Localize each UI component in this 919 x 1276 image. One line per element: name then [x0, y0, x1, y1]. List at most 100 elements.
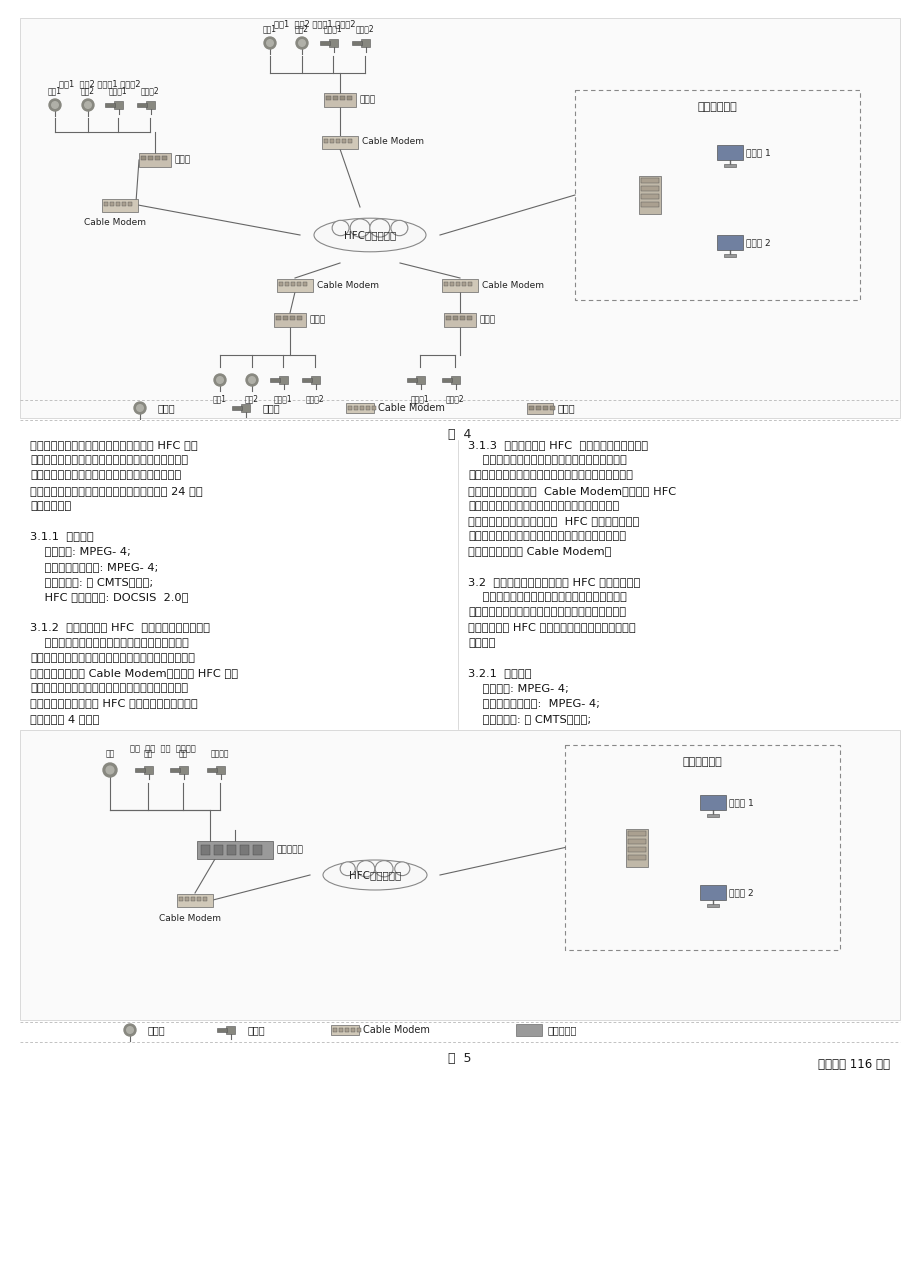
- Bar: [641, 186, 658, 191]
- Text: 3.1.1  网络环境: 3.1.1 网络环境: [30, 531, 94, 541]
- Text: 数据采集及编解码: MPEG- 4;: 数据采集及编解码: MPEG- 4;: [30, 561, 158, 572]
- Bar: [240, 845, 249, 855]
- Bar: [283, 316, 288, 320]
- Bar: [468, 282, 471, 286]
- Text: 交换机: 交换机: [480, 315, 495, 324]
- Bar: [217, 1027, 226, 1032]
- Bar: [297, 316, 301, 320]
- Text: Cable Modem: Cable Modem: [361, 138, 424, 147]
- Text: 北门2: 北门2: [295, 24, 309, 33]
- Circle shape: [248, 376, 255, 383]
- Bar: [232, 406, 242, 410]
- Text: 吧进行监控是社会治安治理的重要内容。广东省佛山: 吧进行监控是社会治安治理的重要内容。广东省佛山: [468, 607, 626, 618]
- Bar: [461, 282, 466, 286]
- Bar: [325, 96, 331, 100]
- Bar: [331, 1025, 358, 1035]
- Bar: [330, 139, 334, 143]
- Circle shape: [245, 374, 257, 387]
- Text: 3.1.2  明富昌体育馆 HFC  远程视频监控系统结构: 3.1.2 明富昌体育馆 HFC 远程视频监控系统结构: [30, 623, 210, 633]
- Text: 高速球: 高速球: [158, 403, 176, 413]
- Text: Cable Modem: Cable Modem: [159, 914, 221, 923]
- Circle shape: [296, 37, 308, 48]
- Bar: [148, 156, 153, 160]
- Text: 网络可靠性: 双 CMTS冷备份;: 网络可靠性: 双 CMTS冷备份;: [30, 577, 153, 587]
- Text: 西看台1: 西看台1: [108, 85, 127, 94]
- Text: 场。主要是针对比赛场地、观众席、入口进行 24 小时: 场。主要是针对比赛场地、观众席、入口进行 24 小时: [30, 486, 202, 495]
- Bar: [706, 903, 719, 907]
- Text: 分为西门、南门、北门和东看台，通过交换机，现场采: 分为西门、南门、北门和东看台，通过交换机，现场采: [30, 653, 195, 662]
- Bar: [179, 766, 188, 775]
- Ellipse shape: [394, 861, 410, 875]
- Bar: [345, 1028, 348, 1032]
- Text: 3.2.1  网络环境: 3.2.1 网络环境: [468, 669, 531, 678]
- Bar: [371, 406, 376, 410]
- Bar: [444, 282, 448, 286]
- Circle shape: [51, 102, 58, 108]
- Bar: [20, 730, 899, 1020]
- Text: 场采集到的数据传输到  Cable Modem，再经过 HFC: 场采集到的数据传输到 Cable Modem，再经过 HFC: [468, 486, 675, 495]
- Bar: [311, 376, 320, 384]
- Bar: [333, 96, 337, 100]
- Ellipse shape: [375, 860, 392, 877]
- Bar: [146, 101, 155, 108]
- Text: 心，同时控制中心也可以通过  HFC 宽带网控制摄像: 心，同时控制中心也可以通过 HFC 宽带网控制摄像: [468, 516, 639, 526]
- Bar: [139, 153, 171, 167]
- Bar: [456, 282, 460, 286]
- Circle shape: [267, 40, 273, 46]
- Bar: [354, 406, 357, 410]
- Text: 数据网远程视频监控方案实现对比赛现场实时监控，: 数据网远程视频监控方案实现对比赛现场实时监控，: [30, 456, 187, 466]
- Text: 控系统。: 控系统。: [468, 638, 495, 648]
- Circle shape: [85, 102, 91, 108]
- Text: 交换机: 交换机: [310, 315, 325, 324]
- Bar: [347, 406, 352, 410]
- Bar: [207, 768, 217, 772]
- Text: 北门1  北门2 北看台1 北看台2: 北门1 北门2 北看台1 北看台2: [274, 19, 356, 28]
- Bar: [628, 846, 645, 851]
- Ellipse shape: [332, 221, 348, 236]
- Text: 集到的数据传输到 Cable Modem，再经过 HFC 宽带: 集到的数据传输到 Cable Modem，再经过 HFC 宽带: [30, 669, 238, 678]
- Bar: [528, 406, 533, 410]
- Bar: [450, 376, 460, 384]
- Bar: [116, 202, 119, 205]
- Text: 右上: 右上: [178, 749, 187, 758]
- Text: HFC 宽带网协议: DOCSIS  2.0。: HFC 宽带网协议: DOCSIS 2.0。: [30, 592, 188, 602]
- Bar: [278, 282, 283, 286]
- Bar: [361, 40, 369, 47]
- Bar: [542, 406, 548, 410]
- Text: 交换机: 交换机: [359, 96, 376, 105]
- Bar: [226, 1026, 235, 1034]
- Text: Cable Modem: Cable Modem: [363, 1025, 429, 1035]
- Bar: [102, 199, 138, 212]
- Circle shape: [106, 766, 114, 773]
- Bar: [144, 766, 153, 775]
- Bar: [162, 156, 167, 160]
- Bar: [323, 93, 356, 107]
- Text: 左下右下: 左下右下: [210, 749, 229, 758]
- Bar: [277, 278, 312, 291]
- Text: 交换机: 交换机: [175, 156, 191, 165]
- Bar: [122, 202, 126, 205]
- Bar: [170, 768, 179, 772]
- Bar: [203, 897, 207, 901]
- Text: 数据采集及编解码:  MPEG- 4;: 数据采集及编解码: MPEG- 4;: [468, 698, 599, 708]
- Text: 南看台2: 南看台2: [305, 394, 324, 403]
- Bar: [340, 96, 345, 100]
- Circle shape: [134, 402, 146, 413]
- Text: 东看台1: 东看台1: [410, 394, 429, 403]
- Ellipse shape: [369, 219, 390, 237]
- Circle shape: [137, 404, 143, 411]
- Bar: [351, 1028, 355, 1032]
- Circle shape: [299, 40, 305, 46]
- Bar: [357, 1028, 360, 1032]
- Text: Cable Modem: Cable Modem: [378, 403, 445, 413]
- Text: （下转第 116 页）: （下转第 116 页）: [817, 1058, 889, 1071]
- Text: 视频服务器: 视频服务器: [548, 1025, 577, 1035]
- Bar: [333, 1028, 336, 1032]
- Bar: [253, 845, 262, 855]
- Bar: [241, 404, 250, 412]
- Bar: [104, 202, 108, 205]
- Bar: [564, 745, 839, 951]
- Text: 视频服务器: 视频服务器: [277, 846, 303, 855]
- Bar: [185, 897, 188, 901]
- Text: 网吧是现代社会的很重要的一个公共场所，对网: 网吧是现代社会的很重要的一个公共场所，对网: [468, 592, 626, 602]
